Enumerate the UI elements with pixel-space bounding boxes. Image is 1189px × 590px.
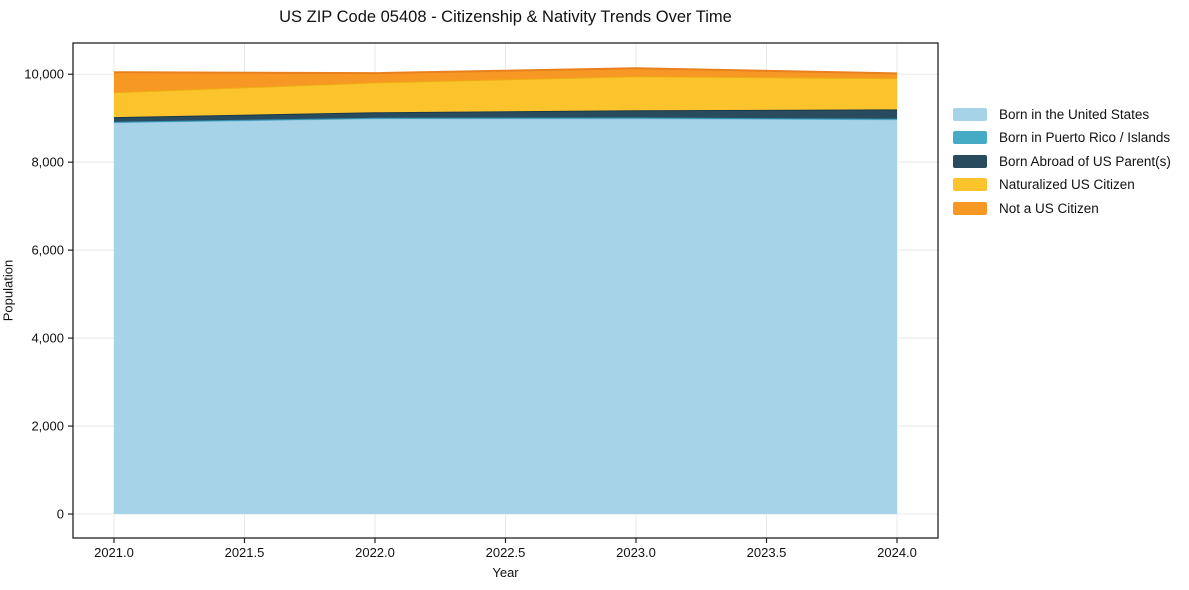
x-tick-label: 2022.5	[486, 545, 526, 560]
x-axis-label: Year	[492, 565, 519, 580]
legend-swatch-icon	[953, 201, 987, 215]
legend-label: Naturalized US Citizen	[999, 177, 1135, 192]
legend: Born in the United States Born in Puerto …	[953, 106, 1171, 216]
x-tick-label: 2023.0	[616, 545, 656, 560]
legend-item: Born in the United States	[953, 106, 1171, 122]
area-3	[113, 109, 898, 122]
x-tick-label: 2023.5	[747, 545, 787, 560]
chart-title: US ZIP Code 05408 - Citizenship & Nativi…	[279, 8, 732, 26]
x-tick-label: 2021.0	[94, 545, 134, 560]
area-4	[113, 76, 898, 118]
y-tick-label: 8,000	[31, 155, 64, 170]
legend-label: Not a US Citizen	[999, 200, 1099, 216]
y-tick-label: 0	[57, 507, 64, 522]
legend-swatch-icon	[953, 154, 987, 168]
y-tick-label: 10,000	[24, 67, 64, 82]
legend-item: Born in Puerto Rico / Islands	[953, 130, 1171, 145]
legend-item: Born Abroad of US Parent(s)	[953, 153, 1171, 169]
y-tick-label: 6,000	[31, 243, 64, 258]
legend-swatch-icon	[953, 131, 987, 144]
area-edge-5	[113, 67, 898, 75]
legend-item: Not a US Citizen	[953, 200, 1171, 216]
legend-label: Born in the United States	[999, 106, 1150, 122]
legend-label: Born in Puerto Rico / Islands	[999, 130, 1171, 145]
x-tick-label: 2021.5	[225, 545, 265, 560]
x-tick-label: 2024.0	[877, 545, 917, 560]
legend-swatch-icon	[953, 107, 987, 121]
x-tick-label: 2022.0	[355, 545, 395, 560]
area-1	[113, 118, 898, 515]
legend-swatch-icon	[953, 178, 987, 191]
legend-item: Naturalized US Citizen	[953, 177, 1171, 192]
y-tick-label: 2,000	[31, 419, 64, 434]
y-tick-label: 4,000	[31, 331, 64, 346]
area-5	[113, 68, 898, 93]
legend-label: Born Abroad of US Parent(s)	[999, 153, 1171, 169]
